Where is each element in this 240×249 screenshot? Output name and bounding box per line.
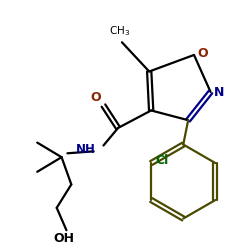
Text: Cl: Cl — [155, 154, 168, 167]
Text: N: N — [213, 86, 224, 99]
Text: NH: NH — [76, 143, 96, 156]
Text: O: O — [90, 91, 101, 104]
Text: OH: OH — [53, 232, 74, 245]
Text: O: O — [197, 48, 208, 61]
Text: CH$_3$: CH$_3$ — [109, 25, 131, 38]
